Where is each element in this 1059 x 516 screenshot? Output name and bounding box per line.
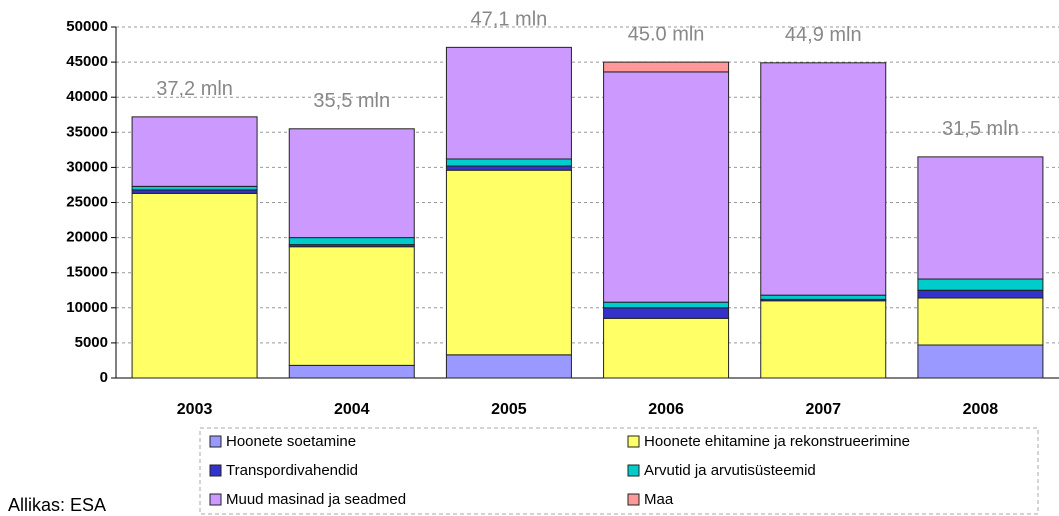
total-label: 35,5 mln <box>313 90 390 112</box>
x-tick-label: 2008 <box>963 401 999 418</box>
y-tick-label: 50000 <box>66 18 108 35</box>
legend-swatch <box>209 464 222 477</box>
y-tick-label: 45000 <box>66 53 108 70</box>
bar-segment <box>445 169 572 356</box>
bar-segment <box>288 128 415 239</box>
x-tick-label: 2003 <box>177 401 213 418</box>
y-tick-label: 10000 <box>66 299 108 316</box>
bar-segment <box>917 297 1044 346</box>
bar-segment <box>288 364 415 379</box>
x-tick-label: 2007 <box>805 401 841 418</box>
legend-label: Maa <box>644 491 674 508</box>
bar-segment <box>917 278 1044 291</box>
bar-segment <box>445 158 572 167</box>
bar-segment <box>131 192 258 379</box>
bar-segment <box>917 156 1044 280</box>
total-label: 44,9 mln <box>785 24 862 46</box>
bar-segment <box>760 294 887 300</box>
bar-segment <box>288 237 415 246</box>
y-tick-label: 15000 <box>66 264 108 281</box>
source: Allikas: ESA <box>8 495 106 515</box>
total-label: 47,1 mln <box>471 9 548 31</box>
bar-segment <box>760 300 887 379</box>
bar-segment <box>288 246 415 366</box>
legend-label: Transpordivahendid <box>226 462 358 479</box>
legend-swatch <box>209 493 222 506</box>
bar-segment <box>603 307 730 319</box>
bar-segment <box>445 46 572 160</box>
y-tick-label: 25000 <box>66 193 108 210</box>
total-label: 31,5 mln <box>942 118 1019 140</box>
bar-segment <box>131 189 258 194</box>
legend-swatch <box>209 435 222 448</box>
bar-segment <box>760 62 887 296</box>
bar-segment <box>917 344 1044 379</box>
y-tick-label: 30000 <box>66 158 108 175</box>
bar-segment <box>131 185 258 191</box>
bar-segment <box>445 165 572 171</box>
x-tick-label: 2005 <box>491 401 527 418</box>
legend-label: Hoonete soetamine <box>226 433 356 450</box>
x-tick-label: 2006 <box>648 401 684 418</box>
bar-segment <box>131 116 258 187</box>
legend-swatch <box>627 464 640 477</box>
total-label: 37,2 mln <box>156 78 233 100</box>
total-label: 45.0 mln <box>628 23 705 45</box>
y-tick-label: 0 <box>100 369 108 386</box>
legend-swatch <box>627 435 640 448</box>
legend-swatch <box>627 493 640 506</box>
bar-segment <box>603 61 730 73</box>
bar-segment <box>603 317 730 379</box>
y-tick-label: 5000 <box>75 334 108 351</box>
bar-segment <box>603 301 730 309</box>
y-tick-label: 40000 <box>66 88 108 105</box>
bar-segment <box>603 71 730 303</box>
legend-label: Muud masinad ja seadmed <box>226 491 406 508</box>
y-tick-label: 20000 <box>66 229 108 246</box>
legend-label: Hoonete ehitamine ja rekonstrueerimine <box>644 433 910 450</box>
y-tick-label: 35000 <box>66 123 108 140</box>
x-tick-label: 2004 <box>334 401 370 418</box>
bar-segment <box>445 354 572 379</box>
legend-label: Arvutid ja arvutisüsteemid <box>644 462 816 479</box>
bar-segment <box>917 289 1044 299</box>
